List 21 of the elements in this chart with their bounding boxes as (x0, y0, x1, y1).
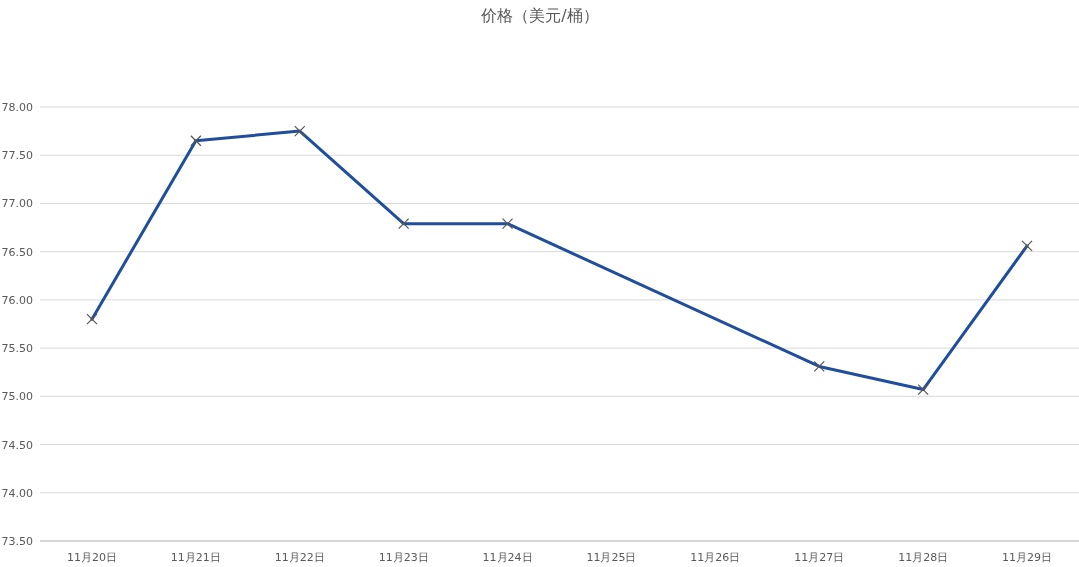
x-tick-label: 11月26日 (690, 551, 741, 564)
y-tick-label: 74.50 (1, 438, 33, 452)
x-tick-label: 11月23日 (378, 551, 429, 564)
y-tick-label: 77.00 (1, 197, 33, 211)
y-tick-label: 77.50 (1, 149, 33, 163)
y-tick-label: 73.50 (1, 535, 33, 548)
x-tick-label: 11月21日 (170, 551, 221, 564)
x-tick-label: 11月25日 (586, 551, 637, 564)
y-tick-label: 75.50 (1, 342, 33, 356)
x-tick-label: 11月27日 (794, 551, 845, 564)
x-tick-label: 11月24日 (482, 551, 533, 564)
chart-title: 价格（美元/桶） (480, 6, 599, 25)
x-tick-label: 11月22日 (274, 551, 325, 564)
y-tick-label: 76.50 (1, 245, 33, 259)
x-tick-label: 11月20日 (66, 551, 117, 564)
y-tick-label: 76.00 (1, 293, 33, 307)
y-tick-label: 75.00 (1, 390, 33, 404)
y-tick-label: 78.00 (1, 101, 33, 114)
x-tick-label: 11月28日 (898, 551, 949, 564)
x-tick-label: 11月29日 (1002, 551, 1053, 564)
y-tick-label: 74.00 (1, 486, 33, 500)
